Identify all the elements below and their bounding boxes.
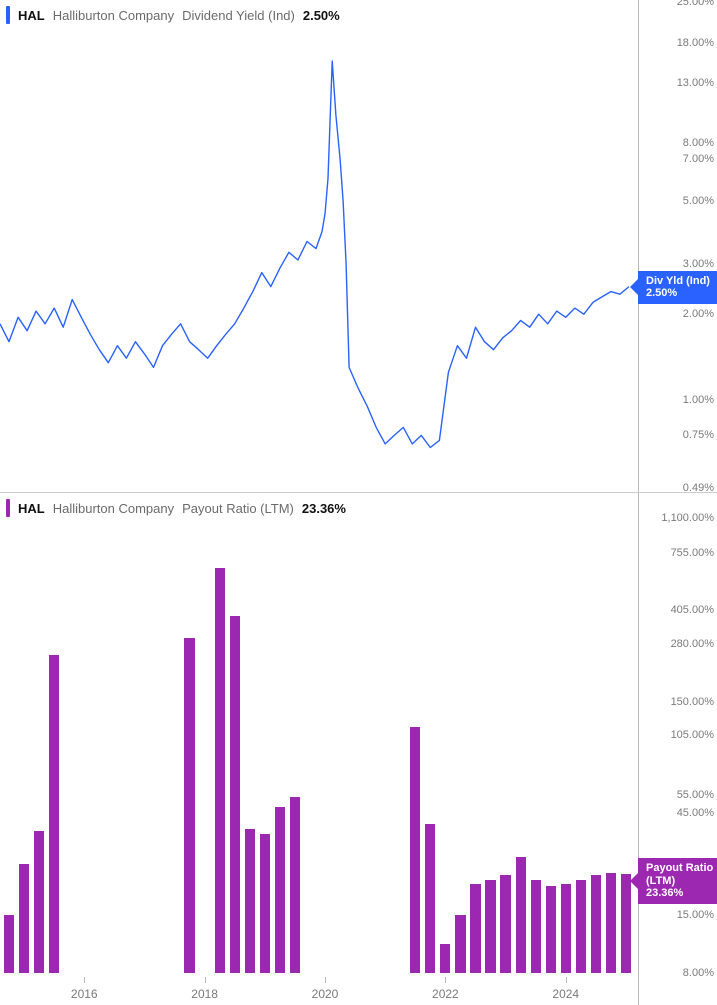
badge-title: Payout Ratio (LTM)	[646, 862, 717, 887]
y-tick-label: 45.00%	[677, 807, 714, 819]
y-tick-label: 15.00%	[677, 909, 714, 921]
bar[interactable]	[275, 807, 285, 973]
y-tick-label: 25.00%	[677, 0, 714, 8]
x-axis[interactable]: 2016 2018 2020 2022 2024	[0, 979, 638, 1005]
y-tick-label: 55.00%	[677, 789, 714, 801]
y-tick-label: 105.00%	[671, 729, 714, 741]
bar[interactable]	[290, 797, 300, 973]
x-tick-label: 2016	[71, 987, 98, 1001]
y-tick-label: 18.00%	[677, 37, 714, 49]
x-tick-label: 2020	[312, 987, 339, 1001]
bar-chart[interactable]	[0, 493, 638, 1005]
y-tick-label: 1.00%	[683, 394, 714, 406]
y-tick-label: 5.00%	[683, 195, 714, 207]
price-badge-2: Payout Ratio (LTM) 23.36%	[638, 858, 717, 904]
bar[interactable]	[260, 834, 270, 973]
payout-ratio-panel[interactable]: HAL Halliburton Company Payout Ratio (LT…	[0, 493, 717, 1005]
y-tick-label: 1,100.00%	[661, 512, 714, 524]
bar[interactable]	[215, 568, 225, 973]
y-tick-label: 7.00%	[683, 153, 714, 165]
badge-title: Div Yld (Ind)	[646, 275, 717, 288]
y-tick-label: 405.00%	[671, 604, 714, 616]
bar[interactable]	[4, 915, 14, 973]
bar[interactable]	[591, 875, 601, 973]
y-tick-label: 280.00%	[671, 638, 714, 650]
x-tick-label: 2018	[191, 987, 218, 1001]
bar[interactable]	[606, 873, 616, 973]
y-tick-label: 8.00%	[683, 967, 714, 979]
y-tick-label: 755.00%	[671, 547, 714, 559]
bar[interactable]	[425, 824, 435, 973]
line-chart[interactable]	[0, 0, 638, 492]
bar[interactable]	[34, 831, 44, 973]
dividend-yield-panel[interactable]: HAL Halliburton Company Dividend Yield (…	[0, 0, 717, 493]
bar[interactable]	[245, 829, 255, 973]
x-tick-label: 2024	[552, 987, 579, 1001]
bar[interactable]	[485, 880, 495, 973]
bar[interactable]	[516, 857, 526, 973]
bar[interactable]	[576, 880, 586, 973]
bar[interactable]	[410, 727, 420, 973]
y-tick-label: 0.75%	[683, 429, 714, 441]
bar[interactable]	[184, 638, 194, 973]
y-tick-label: 2.00%	[683, 308, 714, 320]
bar[interactable]	[19, 864, 29, 973]
badge-value: 2.50%	[646, 287, 717, 300]
y-tick-label: 8.00%	[683, 137, 714, 149]
bar[interactable]	[500, 875, 510, 973]
price-badge-1: Div Yld (Ind) 2.50%	[638, 271, 717, 304]
bar[interactable]	[546, 886, 556, 973]
bar[interactable]	[561, 884, 571, 973]
y-tick-label: 150.00%	[671, 696, 714, 708]
y-tick-label: 3.00%	[683, 258, 714, 270]
badge-value: 23.36%	[646, 887, 717, 900]
bar[interactable]	[531, 880, 541, 973]
y-axis-1[interactable]: 0.49%0.75%1.00%2.00%3.00%5.00%7.00%8.00%…	[638, 0, 717, 492]
bar[interactable]	[440, 944, 450, 973]
bar[interactable]	[49, 655, 59, 973]
bar[interactable]	[470, 884, 480, 973]
chart-container: HAL Halliburton Company Dividend Yield (…	[0, 0, 717, 1005]
bar[interactable]	[455, 915, 465, 973]
bar[interactable]	[230, 616, 240, 973]
y-tick-label: 13.00%	[677, 77, 714, 89]
y-axis-2[interactable]: 8.00% 15.00% 45.00% 55.00% 105.00% 150.00% 280…	[638, 493, 717, 1005]
x-tick-label: 2022	[432, 987, 459, 1001]
